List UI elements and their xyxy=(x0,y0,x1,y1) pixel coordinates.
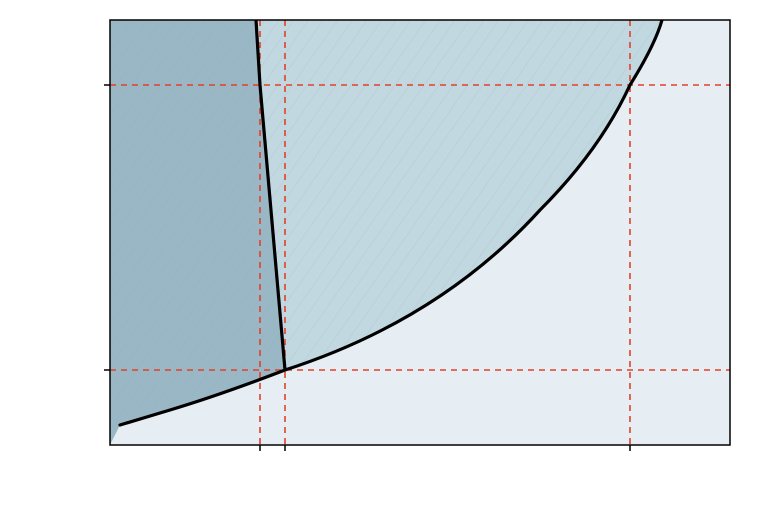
phase-diagram xyxy=(0,0,768,515)
